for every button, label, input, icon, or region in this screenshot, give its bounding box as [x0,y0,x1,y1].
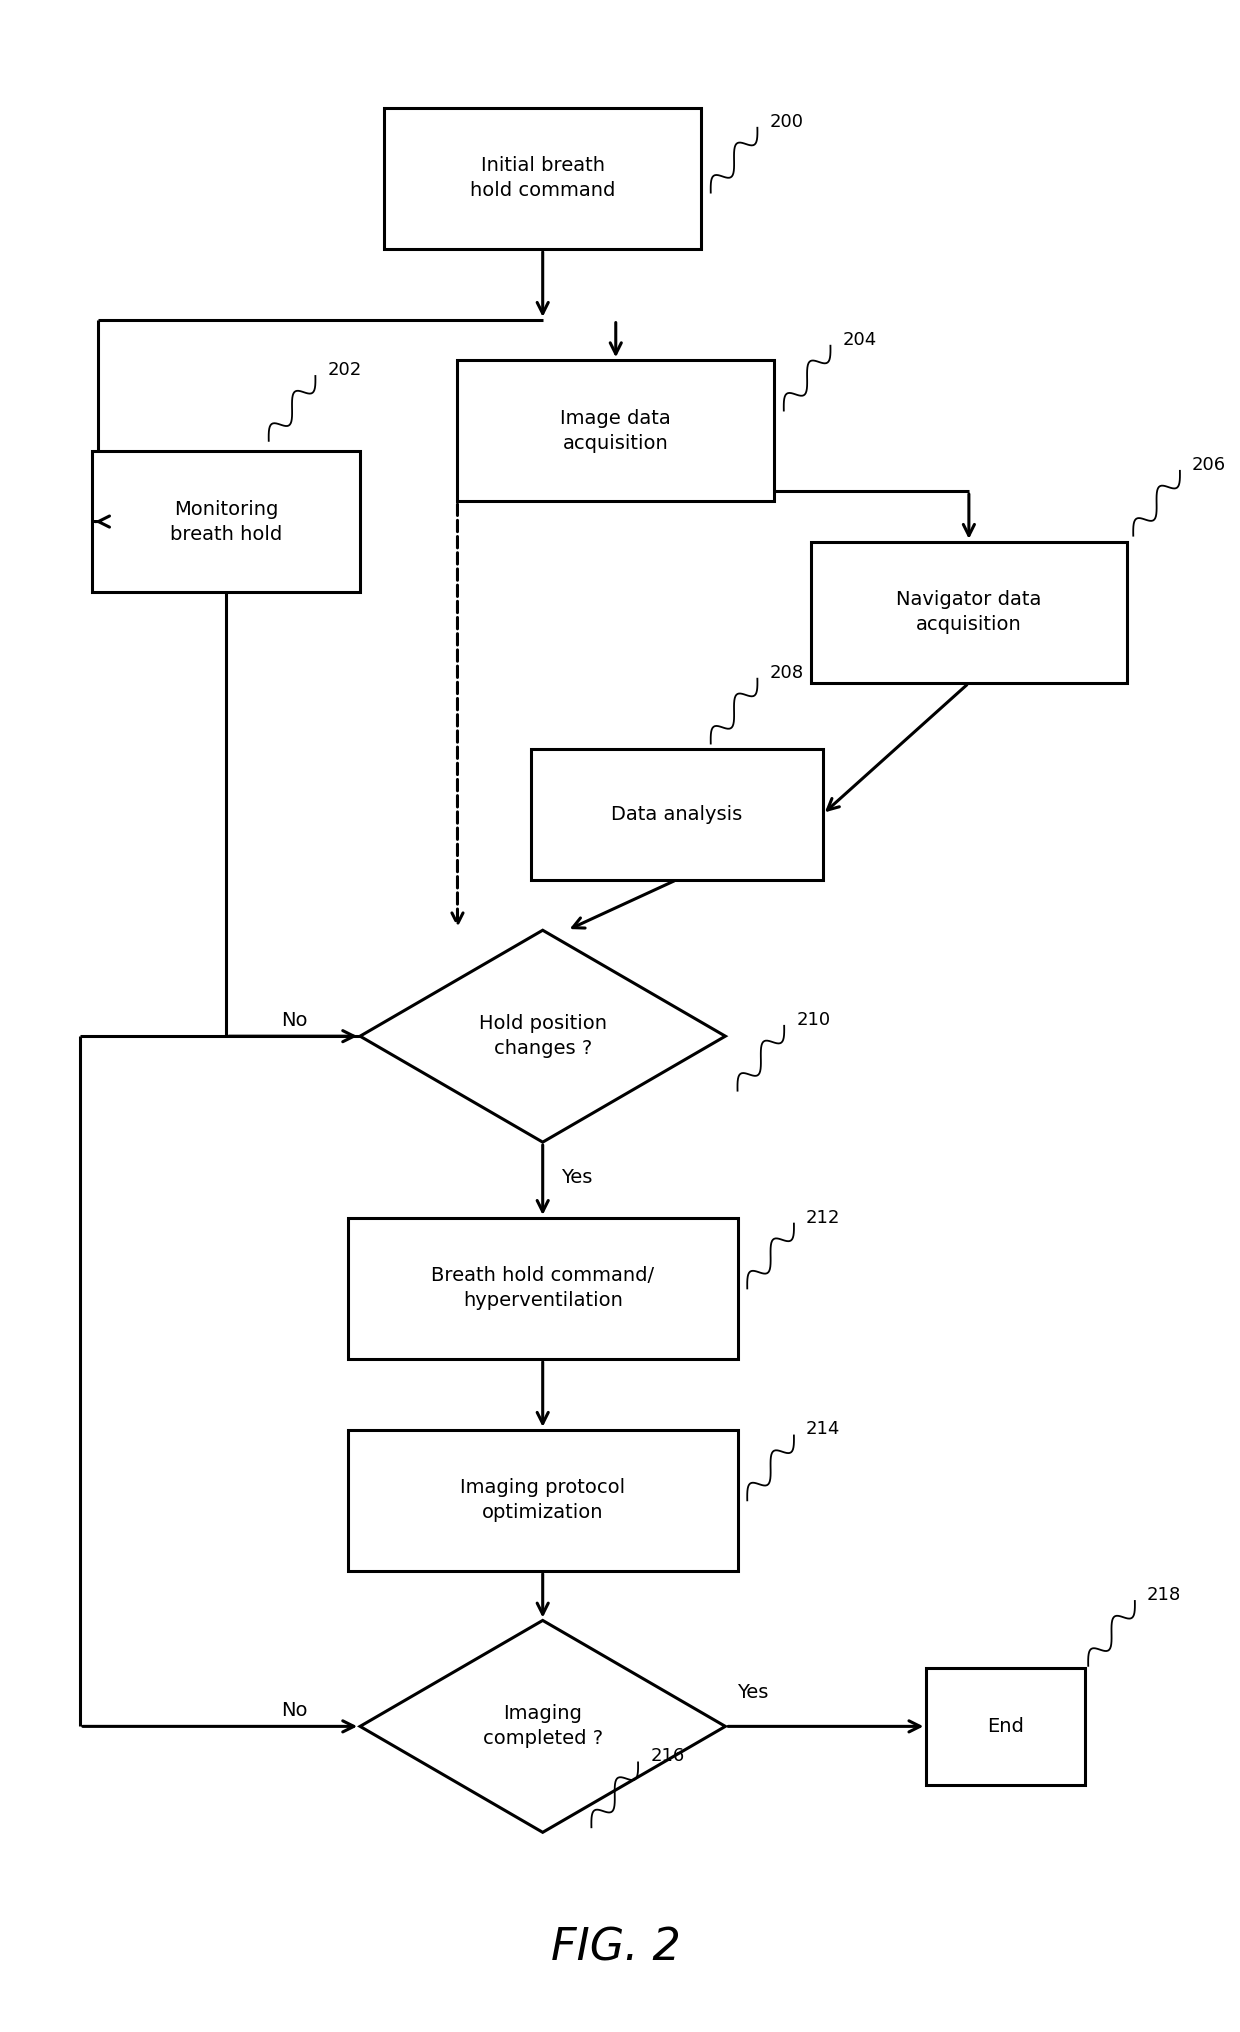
Text: Yes: Yes [738,1682,769,1703]
Text: 210: 210 [796,1010,831,1028]
Text: Imaging protocol
optimization: Imaging protocol optimization [460,1479,625,1522]
FancyBboxPatch shape [531,748,823,880]
Text: 202: 202 [327,362,362,378]
FancyBboxPatch shape [348,1431,738,1571]
FancyBboxPatch shape [811,543,1127,683]
Text: No: No [281,1010,308,1030]
Text: Data analysis: Data analysis [611,805,743,823]
FancyBboxPatch shape [92,451,360,591]
Text: Imaging
completed ?: Imaging completed ? [482,1705,603,1748]
Text: 214: 214 [806,1420,841,1439]
Text: Image data
acquisition: Image data acquisition [560,408,671,453]
Polygon shape [360,1620,725,1833]
FancyBboxPatch shape [348,1217,738,1359]
Text: End: End [987,1717,1024,1735]
Text: FIG. 2: FIG. 2 [551,1926,681,1969]
Text: Breath hold command/
hyperventilation: Breath hold command/ hyperventilation [432,1266,655,1311]
Text: Hold position
changes ?: Hold position changes ? [479,1014,606,1059]
Text: Monitoring
breath hold: Monitoring breath hold [170,500,283,545]
Text: 206: 206 [1192,455,1226,473]
Text: Yes: Yes [560,1168,593,1187]
FancyBboxPatch shape [384,108,701,250]
Text: Navigator data
acquisition: Navigator data acquisition [897,591,1042,634]
Text: 200: 200 [770,112,804,130]
FancyBboxPatch shape [926,1668,1085,1784]
Polygon shape [360,931,725,1142]
Text: 218: 218 [1147,1585,1182,1603]
Text: 216: 216 [650,1748,684,1766]
FancyBboxPatch shape [458,360,774,502]
Text: 204: 204 [843,331,877,350]
Text: 212: 212 [806,1209,841,1227]
Text: 208: 208 [770,664,804,681]
Text: Initial breath
hold command: Initial breath hold command [470,156,615,201]
Text: No: No [281,1701,308,1719]
